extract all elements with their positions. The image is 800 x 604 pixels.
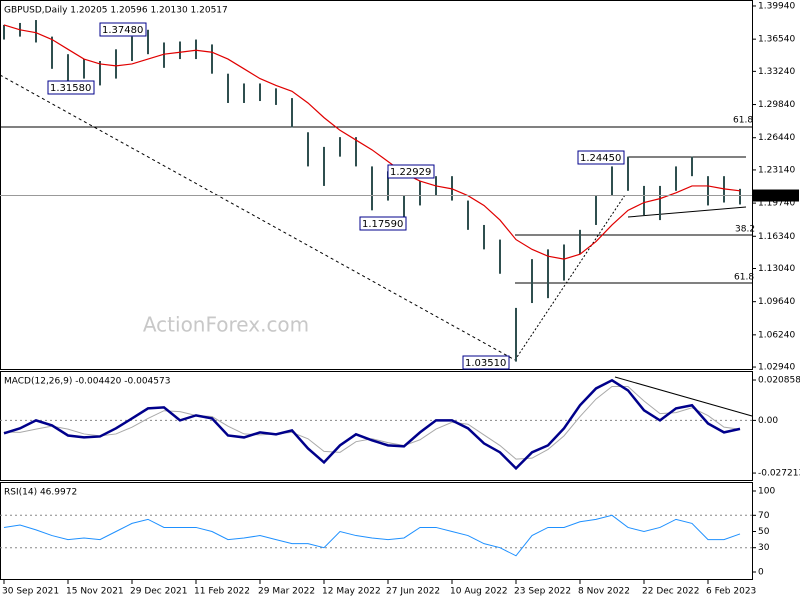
y-tick-label: 1.16340: [758, 232, 795, 242]
rsi-title: RSI(14) 46.9972: [4, 488, 77, 498]
x-tick-label: 22 Dec 2022: [642, 587, 700, 597]
x-tick-label: 23 Sep 2022: [514, 587, 571, 597]
x-tick-label: 6 Feb 2023: [706, 587, 756, 597]
series-line: [3, 514, 741, 557]
macd-pane: [0, 371, 753, 481]
y-tick-label: 1.13040: [758, 264, 795, 274]
last-price-label: 1.20517: [757, 191, 794, 201]
x-tick-label: 27 Jun 2022: [386, 587, 440, 597]
x-tick-label: 11 Feb 2022: [194, 587, 250, 597]
fib-label: 38.2: [735, 225, 755, 235]
triangle-line: [627, 206, 747, 218]
y-tick-label: 1.02940: [758, 363, 795, 373]
series-line: [3, 24, 741, 260]
y-tick-label: 1.26440: [758, 133, 795, 143]
y-tick-label: 70: [758, 511, 770, 521]
y-tick-label: -0.027213: [758, 469, 800, 479]
annotation-box: [462, 355, 510, 370]
annotation-box: [387, 164, 435, 179]
x-tick-label: 29 Dec 2021: [130, 587, 188, 597]
y-tick-label: 30: [758, 543, 770, 553]
annotation: 1.24450: [580, 153, 621, 164]
annotation-box: [47, 80, 95, 95]
macd-trendline: [614, 376, 753, 417]
price-pane: [0, 0, 753, 370]
y-tick-label: 1.09640: [758, 297, 795, 307]
macd-title: MACD(12,26,9) -0.004420 -0.004573: [4, 377, 170, 387]
y-tick-label: 1.29840: [758, 100, 795, 110]
y-tick-label: 50: [758, 527, 770, 537]
x-tick-label: 12 May 2022: [322, 587, 381, 597]
y-tick-label: 1.33240: [758, 67, 795, 77]
y-tick-label: 1.36540: [758, 35, 795, 45]
y-tick-label: 0.00: [758, 416, 778, 426]
fib-label: 61.8: [734, 273, 754, 283]
annotation-box: [99, 22, 147, 37]
y-tick-label: 1.06240: [758, 330, 795, 340]
x-tick-label: 30 Sep 2021: [2, 587, 59, 597]
trendline: [0, 74, 516, 361]
fib-label: 61.8: [733, 116, 753, 126]
x-tick-label: 15 Nov 2021: [66, 587, 124, 597]
annotation: 1.22929: [390, 167, 431, 178]
trendline: [514, 194, 626, 361]
series-line: [3, 378, 741, 471]
series-line: [3, 386, 741, 460]
y-tick-label: 100: [758, 487, 775, 497]
last-price-box: [753, 189, 799, 202]
watermark: ActionForex.com: [143, 313, 309, 337]
x-tick-label: 8 Nov 2022: [578, 587, 630, 597]
chart-title: GBPUSD,Daily 1.20205 1.20596 1.20130 1.2…: [4, 6, 228, 16]
annotation: 1.37480: [102, 25, 143, 36]
x-tick-label: 29 Mar 2022: [258, 587, 315, 597]
x-tick-label: 10 Aug 2022: [450, 587, 508, 597]
annotation: 1.31580: [50, 83, 91, 94]
y-tick-label: 1.39940: [758, 1, 795, 11]
annotation-box: [577, 150, 625, 165]
y-tick-label: 1.19740: [758, 199, 795, 209]
y-tick-label: 0: [758, 568, 764, 578]
annotation: 1.17590: [362, 219, 403, 230]
annotation: 1.03510: [465, 358, 506, 369]
annotation-box: [359, 216, 407, 231]
y-tick-label: 0.020858: [758, 376, 800, 386]
y-tick-label: 1.23140: [758, 165, 795, 175]
